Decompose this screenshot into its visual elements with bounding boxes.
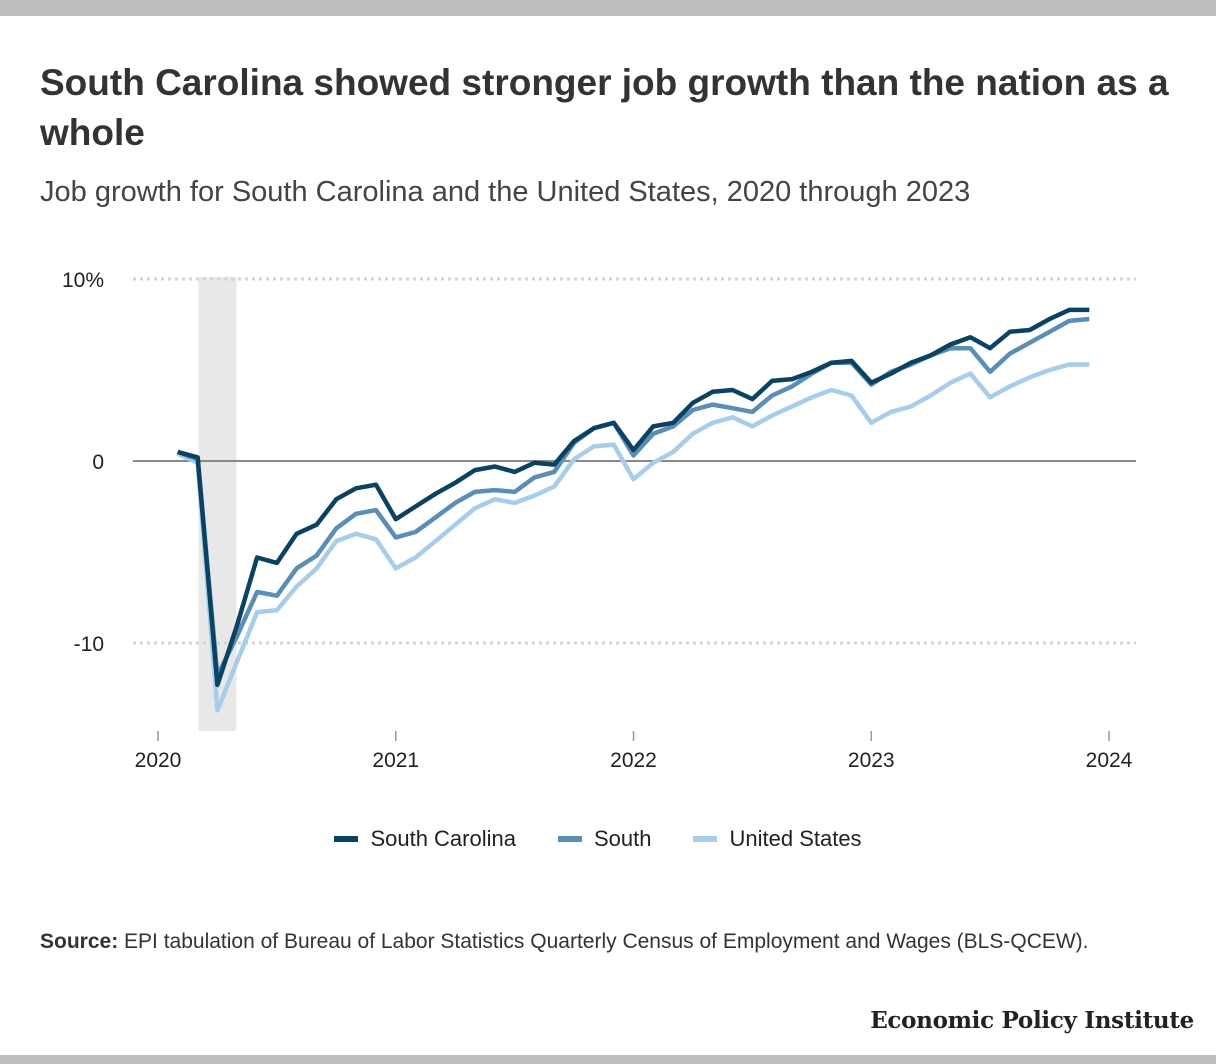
- series-line-south: [176, 316, 1090, 679]
- legend-item-united-states: United States: [693, 826, 862, 852]
- source-note: Source: EPI tabulation of Bureau of Labo…: [40, 926, 1150, 957]
- x-tick-label: 2021: [372, 749, 419, 772]
- series-line-united-states: [176, 362, 1090, 713]
- x-tick-label: 2022: [610, 749, 657, 772]
- chart-legend: South Carolina South United States: [0, 826, 1196, 852]
- y-tick-label: 0: [92, 451, 104, 474]
- source-label: Source:: [40, 930, 119, 953]
- y-tick-label: 10%: [62, 269, 104, 292]
- legend-swatch-south: [557, 836, 582, 842]
- legend-label-south: South: [593, 826, 652, 851]
- organization-logo-text: Economic Policy Institute: [870, 1007, 1194, 1034]
- chart-subtitle: Job growth for South Carolina and the Un…: [40, 176, 971, 208]
- line-chart: 10% 0 -10 2020 2021 2022 2023 2024: [62, 269, 1136, 772]
- chart-title: South Carolina showed stronger job growt…: [40, 62, 1169, 153]
- legend-item-south: South: [557, 826, 652, 852]
- legend-swatch-south-carolina: [334, 836, 359, 842]
- legend-swatch-united-states: [693, 836, 718, 842]
- source-text: EPI tabulation of Bureau of Labor Statis…: [124, 930, 1089, 953]
- x-tick-label: 2020: [135, 749, 182, 772]
- legend-item-south-carolina: South Carolina: [334, 826, 516, 852]
- x-tick-label: 2023: [848, 749, 895, 772]
- legend-label-united-states: United States: [729, 826, 862, 851]
- top-border-bar: [0, 0, 1216, 16]
- y-tick-label: -10: [74, 633, 104, 656]
- legend-label-south-carolina: South Carolina: [370, 826, 516, 851]
- bottom-border-bar: [0, 1055, 1216, 1064]
- series-line-south-carolina: [177, 307, 1090, 688]
- x-tick-label: 2024: [1086, 749, 1133, 772]
